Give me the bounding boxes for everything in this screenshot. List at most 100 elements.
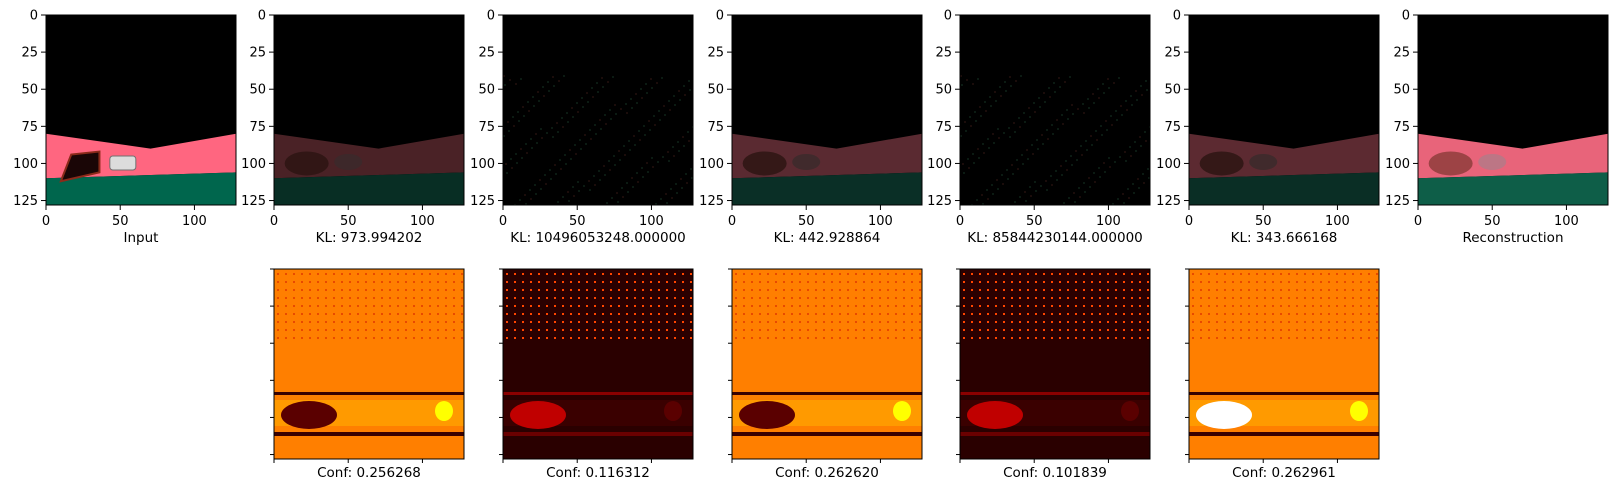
- heat-dot: [1368, 337, 1370, 339]
- heat-dot: [1264, 313, 1266, 315]
- noise-dot: [1024, 121, 1026, 123]
- noise-dot: [562, 196, 564, 198]
- axes-frame: [273, 14, 465, 206]
- heat-dot: [405, 297, 407, 299]
- noise-dot: [997, 188, 999, 190]
- heat-dot: [365, 273, 367, 275]
- heat-dot: [791, 281, 793, 283]
- heat-dot: [791, 273, 793, 275]
- heat-dot: [1003, 281, 1005, 283]
- heat-dot: [690, 297, 692, 299]
- heat-dot: [389, 281, 391, 283]
- heat-dot: [506, 273, 508, 275]
- heat-dot: [1280, 313, 1282, 315]
- heat-dot: [453, 289, 455, 291]
- heat-dot: [650, 329, 652, 331]
- noise-dot: [1133, 192, 1135, 194]
- heat-dot: [1304, 329, 1306, 331]
- car: [109, 155, 137, 171]
- heat-dot: [506, 305, 508, 307]
- heat-dot: [586, 329, 588, 331]
- noise-dot: [1010, 85, 1012, 87]
- noise-dot: [970, 125, 972, 127]
- heat-dot: [1272, 321, 1274, 323]
- heat-dot: [987, 313, 989, 315]
- heat-dot: [1360, 329, 1362, 331]
- blob: [1249, 153, 1278, 170]
- heat-dot: [1123, 321, 1125, 323]
- noise-dot: [982, 143, 984, 145]
- heat-dot: [879, 321, 881, 323]
- heat-dot: [634, 297, 636, 299]
- heat-dot: [405, 329, 407, 331]
- heat-dot: [767, 273, 769, 275]
- y-tick-label: 50: [21, 83, 38, 98]
- blob: [334, 153, 363, 170]
- heat-dot: [506, 281, 508, 283]
- heat-dot: [1192, 321, 1194, 323]
- heat-dot: [1312, 281, 1314, 283]
- heat-dot: [1011, 297, 1013, 299]
- horizon-band: [503, 392, 693, 395]
- heat-dot: [911, 281, 913, 283]
- heat-dot: [658, 273, 660, 275]
- heat-dot: [895, 329, 897, 331]
- ground-area: [1189, 172, 1379, 205]
- heat-dot: [610, 321, 612, 323]
- noise-dot: [1028, 107, 1030, 109]
- noise-dot: [584, 134, 586, 136]
- heat-dot: [871, 305, 873, 307]
- heat-dot: [602, 313, 604, 315]
- x-tick-label: 0: [1185, 214, 1193, 229]
- heat-dot: [963, 321, 965, 323]
- noise-dot: [1120, 105, 1122, 107]
- heat-dot: [903, 281, 905, 283]
- heat-dot: [1139, 305, 1141, 307]
- noise-dot: [1073, 192, 1075, 194]
- heat-dot: [429, 273, 431, 275]
- noise-dot: [542, 86, 544, 88]
- heat-dot: [799, 337, 801, 339]
- heat-dot: [1067, 289, 1069, 291]
- heat-dot: [1352, 297, 1354, 299]
- heat-dot: [919, 305, 921, 307]
- noise-dot: [1108, 87, 1110, 89]
- heat-dot: [429, 329, 431, 331]
- heat-dot: [1019, 313, 1021, 315]
- heat-dot: [317, 297, 319, 299]
- noise-dot: [1061, 114, 1063, 116]
- heat-dot: [1224, 329, 1226, 331]
- heat-dot: [1280, 289, 1282, 291]
- heat-dot: [1019, 281, 1021, 283]
- heat-dot: [650, 313, 652, 315]
- heat-dot: [634, 337, 636, 339]
- noise-dot: [683, 145, 685, 147]
- heat-dot: [1091, 281, 1093, 283]
- heat-dot: [799, 281, 801, 283]
- noise-dot: [1136, 99, 1138, 101]
- heat-dot: [682, 289, 684, 291]
- heat-dot: [461, 281, 463, 283]
- heat-dot: [333, 273, 335, 275]
- noise-dot: [1125, 100, 1127, 102]
- heat-dot: [1232, 305, 1234, 307]
- noise-dot: [966, 79, 968, 81]
- heat-dot: [586, 313, 588, 315]
- noise-dot: [1009, 136, 1011, 138]
- heat-dot: [642, 289, 644, 291]
- heat-dot: [1232, 337, 1234, 339]
- y-tick-label: 50: [935, 83, 952, 98]
- noise-dot: [666, 202, 668, 204]
- noise-dot: [646, 162, 648, 164]
- y-tick-label: 100: [699, 157, 724, 172]
- noise-dot: [589, 189, 591, 191]
- y-tick-label: 50: [707, 83, 724, 98]
- heat-dot: [445, 329, 447, 331]
- road-edge: [960, 432, 1150, 436]
- horizon-band: [1189, 392, 1379, 395]
- heat-dot: [863, 273, 865, 275]
- heat-dot: [1099, 313, 1101, 315]
- heat-dot: [855, 289, 857, 291]
- heat-dot: [618, 273, 620, 275]
- heat-dot: [1035, 321, 1037, 323]
